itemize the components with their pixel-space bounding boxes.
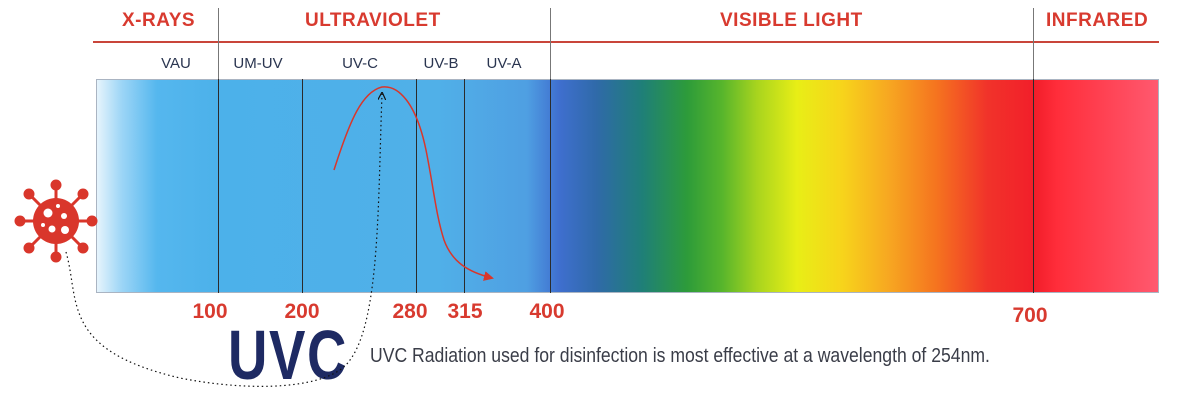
subband-uv-b: UV-B — [423, 55, 459, 72]
category-xrays: X-RAYS — [122, 10, 196, 31]
tick-280: 280 — [392, 300, 428, 323]
spectrum-band — [96, 79, 1159, 293]
boundary-700 — [1033, 79, 1034, 293]
divider-uv-visible — [550, 8, 551, 79]
divider-xray-uv — [218, 8, 219, 79]
uvc-title: UVC — [228, 316, 348, 394]
header-rule — [93, 41, 1159, 43]
subband-um-uv: UM-UV — [233, 55, 283, 72]
tick-700: 700 — [1012, 304, 1048, 327]
germicidal-curve — [333, 86, 494, 281]
boundary-100 — [218, 79, 219, 293]
category-infrared: INFRARED — [1046, 10, 1149, 31]
boundary-400 — [550, 79, 551, 293]
tick-200: 200 — [284, 300, 320, 323]
virus-icon — [14, 179, 98, 263]
boundary-200 — [302, 79, 303, 293]
divider-visible-infrared — [1033, 8, 1034, 79]
subband-vau: VAU — [161, 55, 191, 72]
caption-text: UVC Radiation used for disinfection is m… — [370, 345, 990, 367]
tick-400: 400 — [529, 300, 565, 323]
dotted-path — [65, 94, 382, 387]
tick-100: 100 — [192, 300, 228, 323]
boundary-280 — [416, 79, 417, 293]
subband-uv-c: UV-C — [342, 55, 378, 72]
subband-uv-a: UV-A — [486, 55, 522, 72]
category-visible-light: VISIBLE LIGHT — [720, 10, 863, 31]
boundary-315 — [464, 79, 465, 293]
category-ultraviolet: ULTRAVIOLET — [305, 10, 441, 31]
tick-315: 315 — [447, 300, 483, 323]
